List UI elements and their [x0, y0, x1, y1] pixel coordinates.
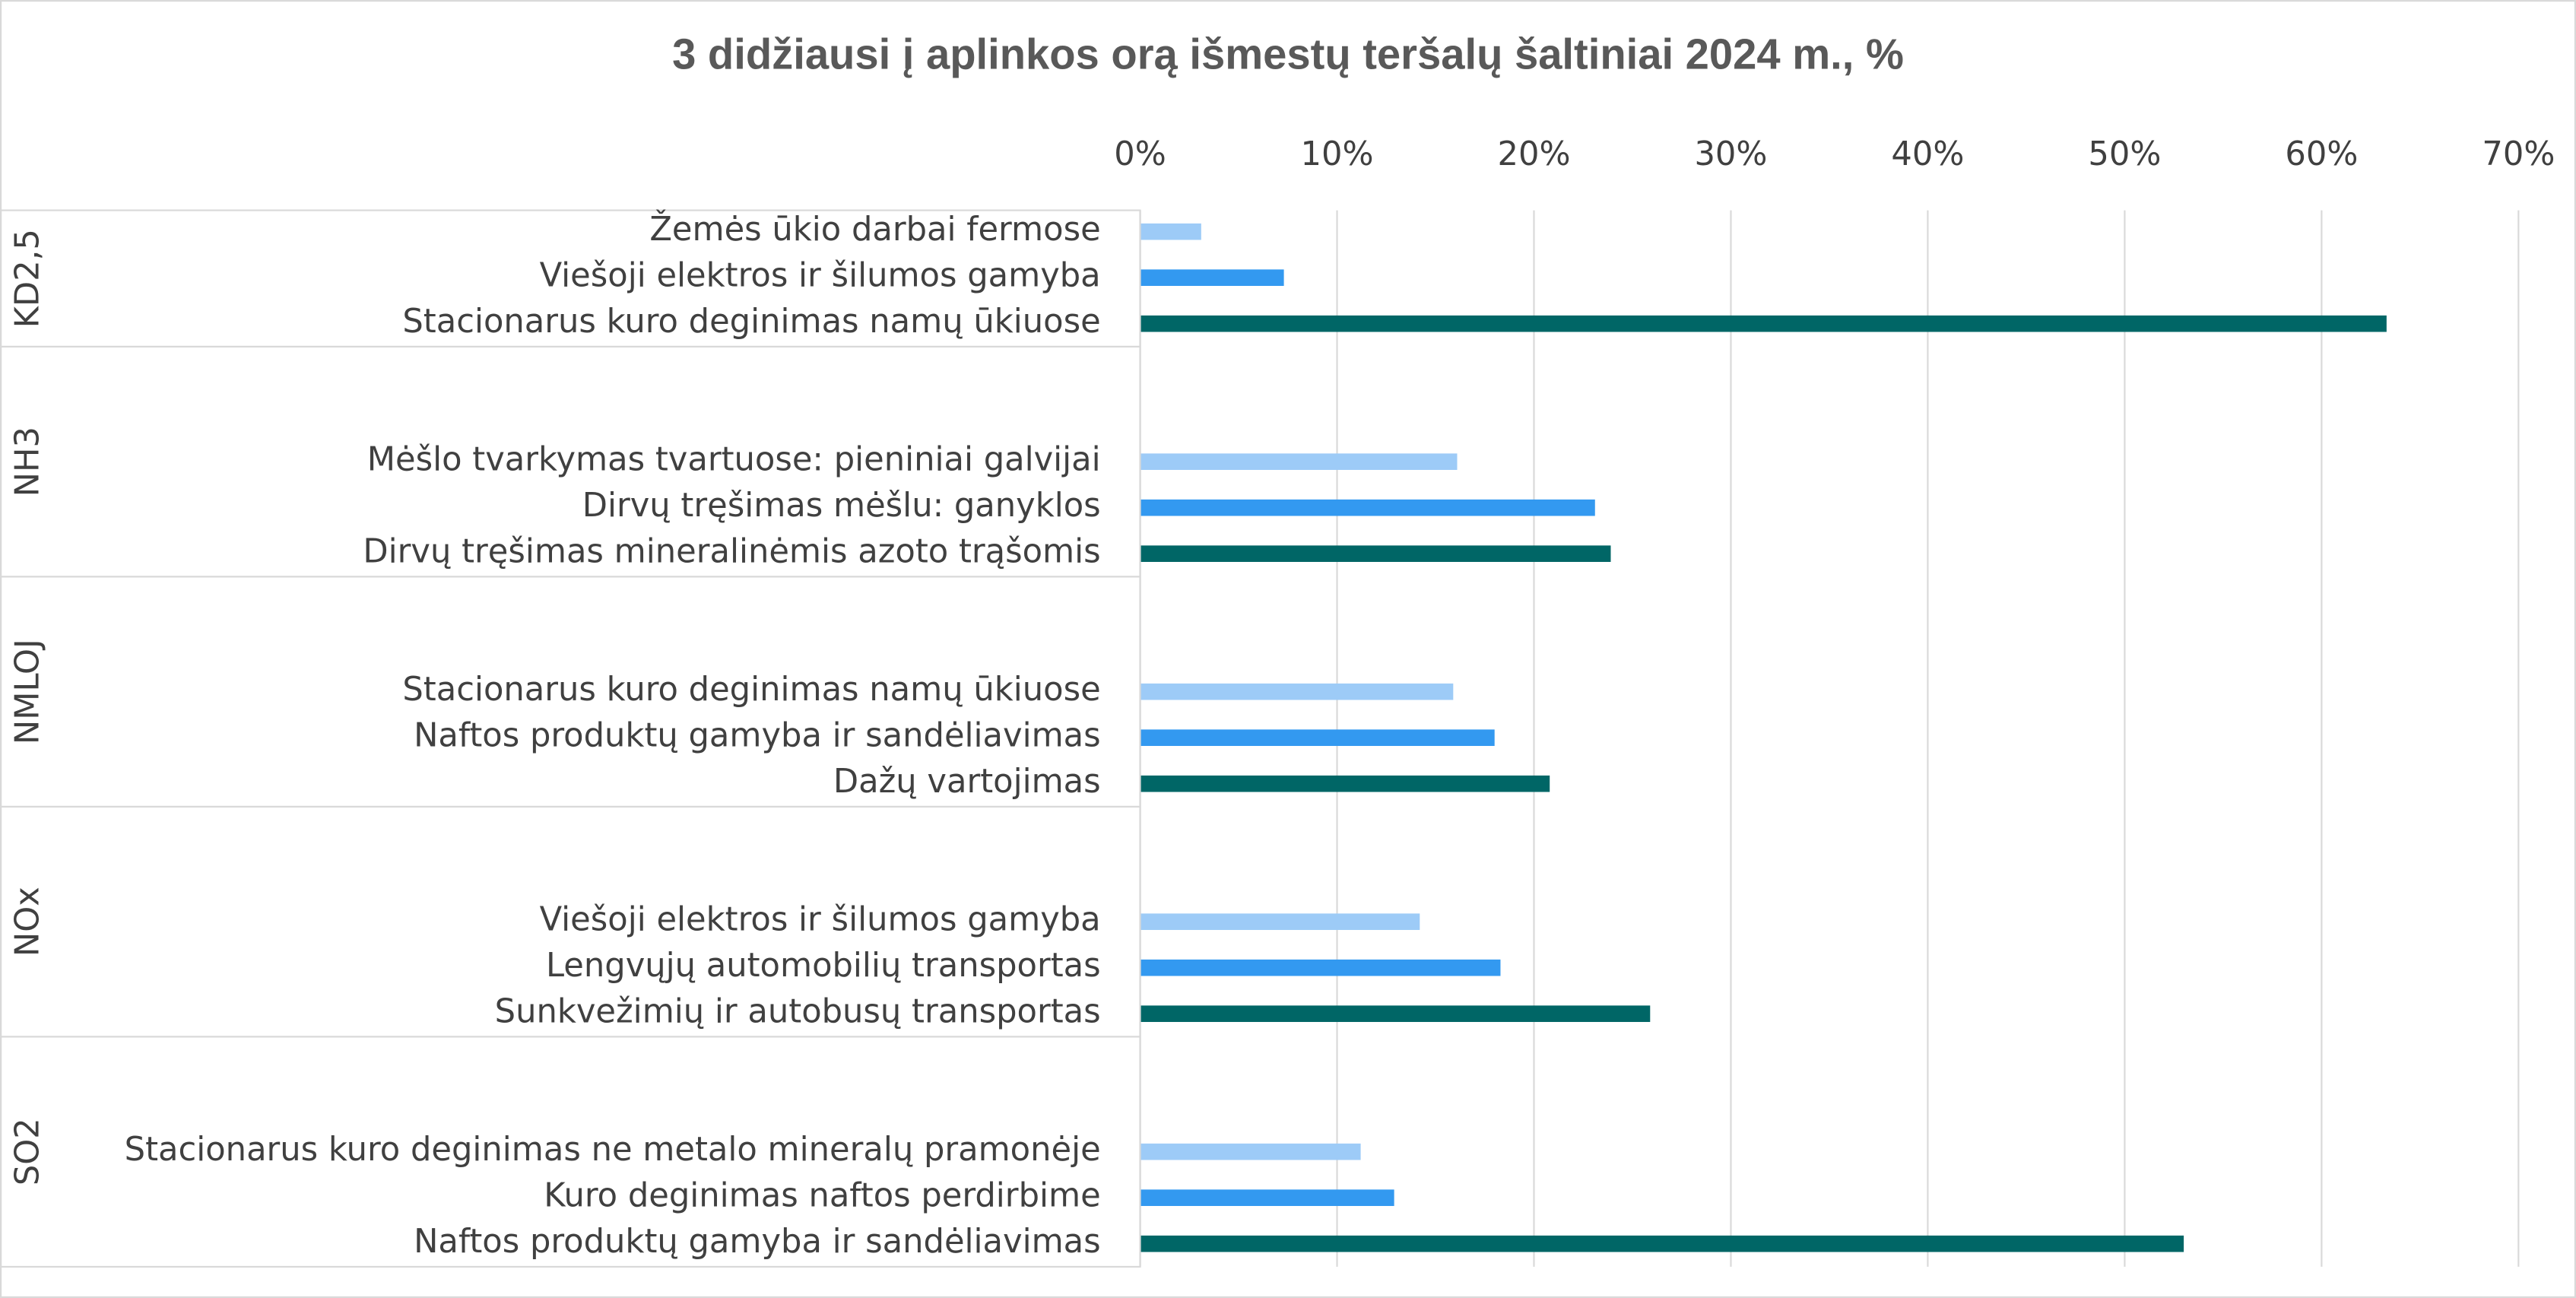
x-tick-label: 10% — [1300, 135, 1373, 173]
bar — [1140, 499, 1595, 516]
bar — [1140, 453, 1458, 470]
bar — [1140, 913, 1420, 930]
category-label: Dirvų tręšimas mėšlu: ganyklos — [582, 487, 1101, 525]
x-tick-label: 40% — [1891, 135, 1964, 173]
category-label: Sunkvežimių ir autobusų transportas — [495, 993, 1101, 1031]
x-tick-label: 0% — [1114, 135, 1166, 173]
x-tick-label: 50% — [2088, 135, 2161, 173]
bar — [1140, 683, 1454, 700]
x-tick-label: 20% — [1497, 135, 1570, 173]
bar — [1140, 1143, 1361, 1160]
bar — [1140, 315, 2387, 332]
category-label: Kuro deginimas naftos perdirbime — [544, 1177, 1100, 1215]
x-tick-label: 60% — [2285, 135, 2358, 173]
group-label: NH3 — [8, 427, 46, 497]
category-label: Žemės ūkio darbai fermose — [649, 210, 1100, 249]
bar — [1140, 1005, 1651, 1022]
bar — [1140, 223, 1201, 240]
category-label: Mėšlo tvarkymas tvartuose: pieniniai gal… — [367, 441, 1101, 479]
category-label: Viešoji elektros ir šilumos gamyba — [540, 257, 1101, 295]
group-label: NOx — [8, 887, 46, 957]
bar — [1140, 729, 1495, 746]
bar — [1140, 269, 1284, 286]
bar — [1140, 775, 1550, 792]
category-label: Stacionarus kuro deginimas ne metalo min… — [125, 1131, 1101, 1169]
bar — [1140, 959, 1501, 976]
bar — [1140, 1189, 1394, 1206]
chart-title: 3 didžiausi į aplinkos orą išmestų terša… — [672, 30, 1904, 78]
category-label: Naftos produktų gamyba ir sandėliavimas — [414, 1223, 1101, 1261]
x-tick-label: 30% — [1694, 135, 1767, 173]
category-label: Stacionarus kuro deginimas namų ūkiuose — [402, 671, 1100, 709]
bar — [1140, 545, 1611, 562]
category-label: Dažų vartojimas — [833, 763, 1101, 801]
category-label: Lengvųjų automobilių transportas — [546, 947, 1101, 985]
group-label: KD2,5 — [8, 229, 46, 328]
x-tick-label: 70% — [2482, 135, 2555, 173]
group-label: NMLOJ — [8, 639, 46, 744]
category-label: Viešoji elektros ir šilumos gamyba — [540, 901, 1101, 939]
bar — [1140, 1235, 2184, 1252]
category-label: Stacionarus kuro deginimas namų ūkiuose — [402, 303, 1100, 341]
group-label: SO2 — [8, 1118, 46, 1185]
category-label: Dirvų tręšimas mineralinėmis azoto trąšo… — [363, 533, 1100, 571]
category-label: Naftos produktų gamyba ir sandėliavimas — [414, 717, 1101, 755]
